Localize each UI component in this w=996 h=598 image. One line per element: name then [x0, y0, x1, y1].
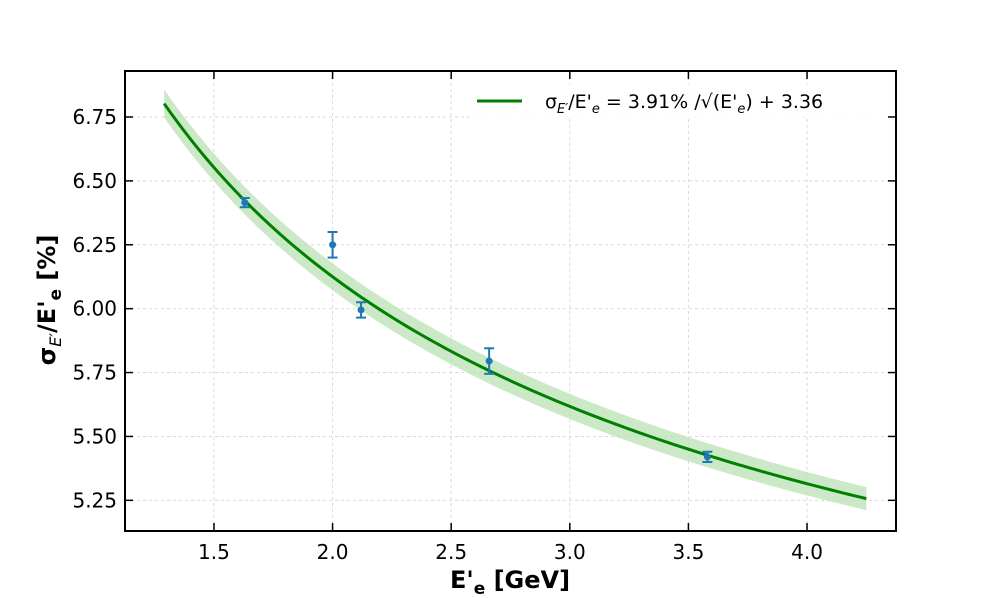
data-point-group [327, 231, 338, 259]
x-tick-label: 3.0 [554, 540, 586, 564]
fit-curve-layer [162, 102, 867, 501]
x-tick-label: 3.5 [673, 540, 705, 564]
axis-ticks [125, 71, 896, 531]
y-tick-label: 5.75 [72, 361, 117, 385]
data-point [703, 453, 711, 461]
x-tick-label: 4.0 [791, 540, 823, 564]
y-tick-label: 6.50 [72, 169, 117, 193]
data-point [357, 306, 365, 314]
data-point [485, 357, 493, 365]
y-tick-label: 6.75 [72, 105, 117, 129]
data-point-group [702, 450, 713, 463]
grid [125, 71, 896, 531]
plot-frame [124, 70, 897, 532]
y-tick-label: 5.25 [72, 488, 117, 512]
y-tick-label: 6.00 [72, 297, 117, 321]
x-tick-labels: 1.5 2.0 2.5 3.0 3.5 4.0 [198, 540, 823, 564]
x-axis-title: E'e [GeV] [450, 566, 570, 598]
data-points-layer [239, 197, 713, 463]
x-tick-label: 1.5 [198, 540, 230, 564]
y-tick-label: 6.25 [72, 233, 117, 257]
data-point [241, 199, 249, 207]
data-point-group [239, 197, 250, 209]
fit-curve [162, 102, 867, 501]
x-tick-label: 2.5 [435, 540, 467, 564]
y-axis-title: σE′/E'e [%] [33, 235, 66, 366]
data-point-group [356, 301, 367, 319]
legend: σE′/E'e = 3.91% /√(E'e) + 3.36 [470, 84, 888, 118]
data-point [329, 241, 337, 249]
legend-fit-label: σE′/E'e = 3.91% /√(E'e) + 3.36 [545, 91, 823, 117]
data-point-group [484, 347, 495, 375]
x-tick-label: 2.0 [317, 540, 349, 564]
legend-box [470, 84, 888, 118]
y-tick-label: 5.50 [72, 424, 117, 448]
y-tick-labels: 5.25 5.50 5.75 6.00 6.25 6.50 6.75 [72, 105, 117, 512]
